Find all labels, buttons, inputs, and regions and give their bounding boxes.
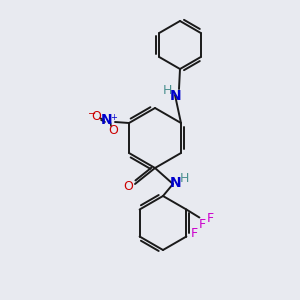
Text: O: O	[91, 110, 101, 124]
Text: N: N	[170, 176, 182, 190]
Text: O: O	[123, 181, 133, 194]
Text: N: N	[101, 113, 113, 127]
Text: H: H	[162, 85, 172, 98]
Text: F: F	[199, 218, 206, 231]
Text: F: F	[207, 212, 214, 225]
Text: N: N	[170, 89, 182, 103]
Text: O: O	[108, 124, 118, 136]
Text: H: H	[179, 172, 189, 185]
Text: F: F	[191, 227, 198, 240]
Text: −: −	[88, 109, 96, 119]
Text: +: +	[110, 112, 117, 122]
